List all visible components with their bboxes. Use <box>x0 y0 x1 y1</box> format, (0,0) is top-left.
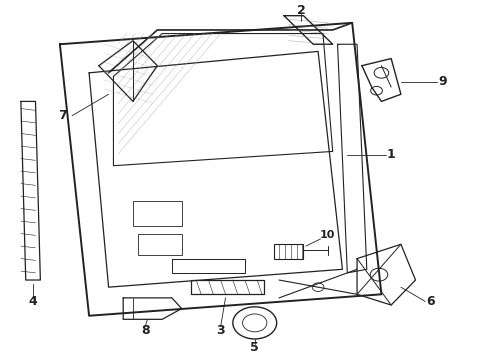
Text: 1: 1 <box>387 148 395 162</box>
Text: 5: 5 <box>250 341 259 354</box>
Text: 9: 9 <box>438 75 447 88</box>
Text: 10: 10 <box>320 230 336 240</box>
Bar <box>133 202 182 226</box>
Text: 3: 3 <box>216 324 225 337</box>
Text: 4: 4 <box>29 295 37 308</box>
Text: 7: 7 <box>58 109 67 122</box>
Text: 6: 6 <box>426 295 435 308</box>
Bar <box>274 244 303 258</box>
Text: 2: 2 <box>296 4 305 17</box>
Text: 8: 8 <box>141 324 149 337</box>
Bar <box>138 234 182 255</box>
